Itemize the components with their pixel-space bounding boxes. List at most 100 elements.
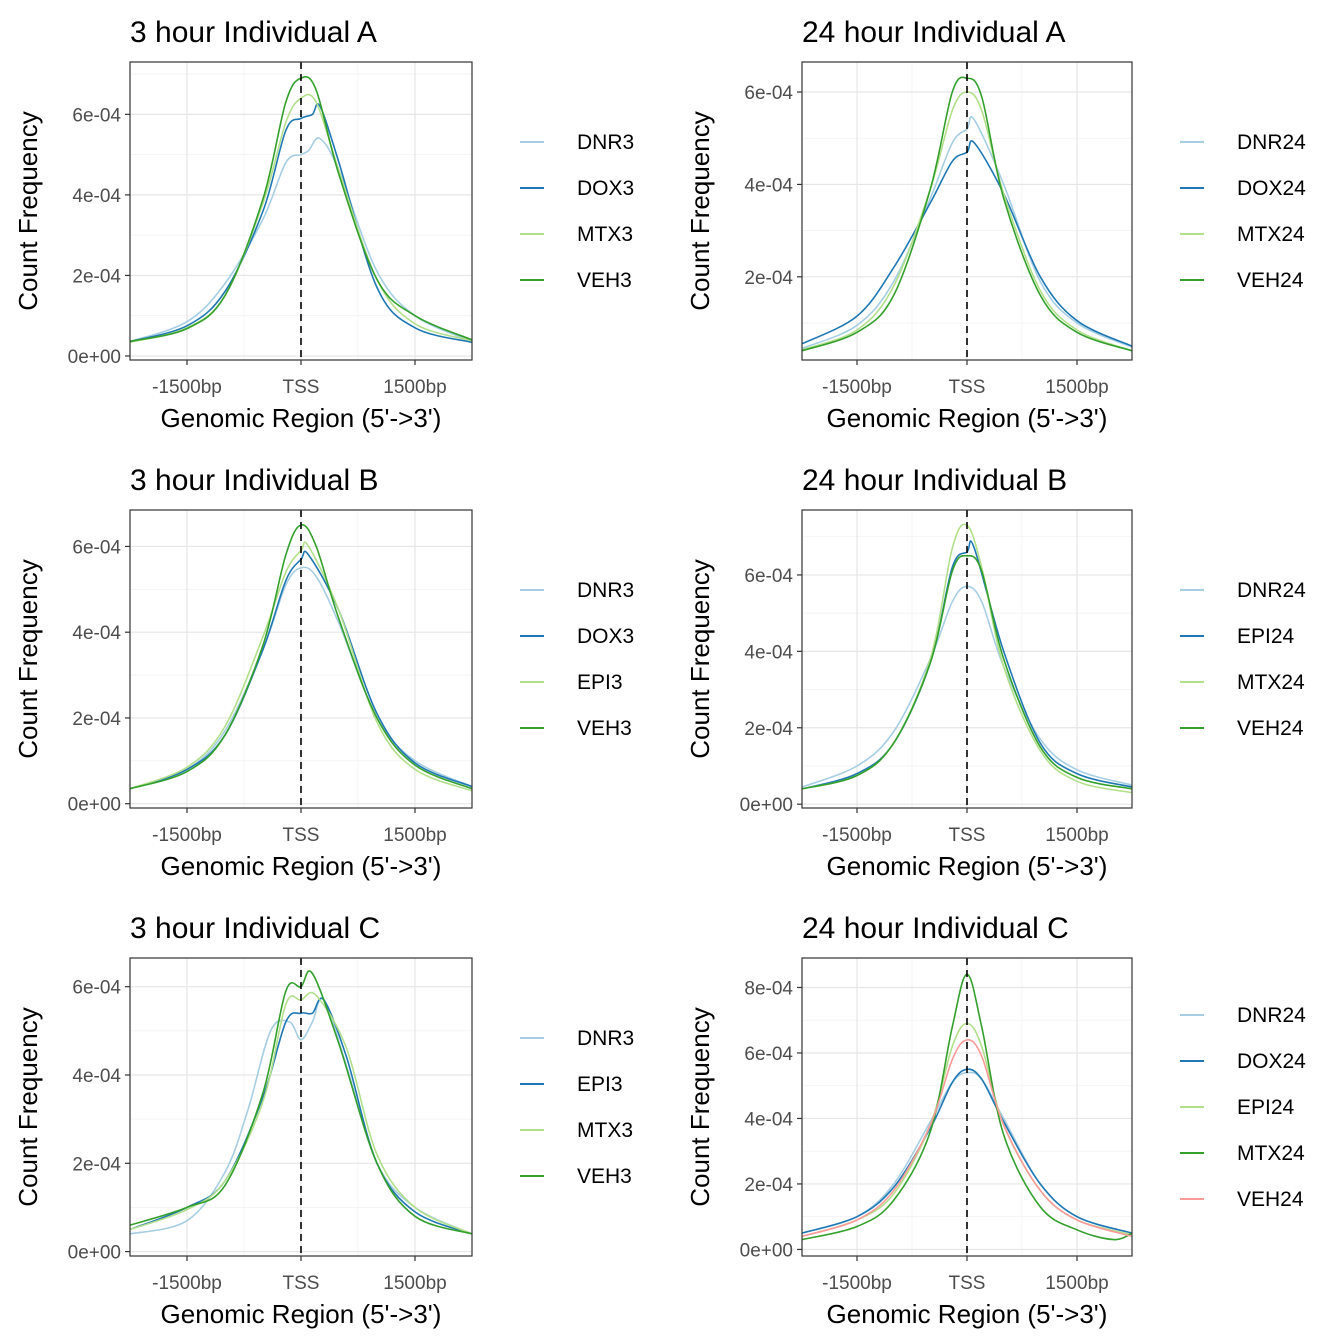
y-tick-label: 0e+00 [68,795,121,816]
x-tick-label: -1500bp [822,377,892,398]
chart-title: 24 hour Individual B [802,464,1067,497]
chart-title: 3 hour Individual A [130,16,377,49]
x-tick-label: -1500bp [822,825,892,846]
legend-label-dnr24: DNR24 [1237,579,1306,602]
x-axis-label: Genomic Region (5'->3') [161,851,442,881]
legend-label-mtx3: MTX3 [577,223,633,246]
legend-label-veh3: VEH3 [577,717,632,740]
legend-label-epi24: EPI24 [1237,625,1295,648]
series-line-veh24 [802,1039,1132,1238]
y-tick-label: 6e-04 [744,566,793,587]
y-tick-label: 2e-04 [72,709,121,730]
x-tick-label: 1500bp [383,1273,446,1294]
x-tick-label: 1500bp [383,377,446,398]
y-axis-label: Count Frequency [685,559,715,758]
chart-panel-4: -1500bp TSS 1500bp 0e+00 2e-04 4e-04 6e-04 24 h… [685,464,1306,881]
legend-label-dnr24: DNR24 [1237,1004,1306,1027]
y-axis-label: Count Frequency [13,111,43,310]
legend-label-epi3: EPI3 [577,671,623,694]
y-tick-label: 4e-04 [744,642,793,663]
legend-label-dox24: DOX24 [1237,177,1306,200]
x-axis-label: Genomic Region (5'->3') [827,851,1108,881]
x-axis-label: Genomic Region (5'->3') [161,403,442,433]
y-tick-label: 2e-04 [744,268,793,289]
legend-label-dox3: DOX3 [577,177,634,200]
chart-panel-5: -1500bp TSS 1500bp 0e+00 2e-04 4e-04 6e-04 3 ho… [13,912,634,1329]
chart-panel-3: -1500bp TSS 1500bp 0e+00 2e-04 4e-04 6e-04 3 ho… [13,464,634,881]
legend-label-veh24: VEH24 [1237,1188,1304,1211]
y-tick-label: 0e+00 [68,1243,121,1264]
chart-panel-1: -1500bp TSS 1500bp 0e+00 2e-04 4e-04 6e-04 3 ho… [13,16,634,433]
x-tick-label: 1500bp [1045,825,1108,846]
legend: DNR3 EPI3 MTX3 VEH3 [520,1027,634,1188]
legend-label-veh3: VEH3 [577,1165,632,1188]
x-tick-label: TSS [949,1273,986,1294]
series-line-dox3 [130,103,472,344]
legend: DNR3 DOX3 EPI3 VEH3 [520,579,634,740]
y-axis-label: Count Frequency [685,111,715,310]
legend-label-mtx3: MTX3 [577,1119,633,1142]
y-tick-label: 4e-04 [744,1109,793,1130]
y-tick-label: 6e-04 [72,978,121,999]
y-tick-label: 0e+00 [740,1240,793,1261]
legend-label-veh24: VEH24 [1237,717,1304,740]
chart-panel-6: -1500bp TSS 1500bp 0e+00 2e-04 4e-04 6e-04 8e-0… [685,912,1306,1329]
x-tick-label: TSS [949,377,986,398]
legend-label-mtx24: MTX24 [1237,1142,1305,1165]
y-tick-label: 2e-04 [72,266,121,287]
y-tick-label: 6e-04 [72,105,121,126]
chart-title: 24 hour Individual A [802,16,1066,49]
legend-label-epi3: EPI3 [577,1073,623,1096]
y-tick-label: 4e-04 [72,1066,121,1087]
chart-title: 3 hour Individual B [130,464,379,497]
legend-label-mtx24: MTX24 [1237,671,1305,694]
x-axis-label: Genomic Region (5'->3') [827,1299,1108,1329]
y-tick-label: 8e-04 [744,978,793,999]
y-tick-label: 4e-04 [72,623,121,644]
legend-label-dnr3: DNR3 [577,579,634,602]
y-tick-label: 6e-04 [744,83,793,104]
x-tick-label: 1500bp [1045,377,1108,398]
legend: DNR24 DOX24 EPI24 MTX24 VEH24 [1180,1004,1306,1211]
y-tick-label: 0e+00 [68,347,121,368]
y-tick-label: 6e-04 [72,537,121,558]
legend-label-epi24: EPI24 [1237,1096,1295,1119]
x-axis-label: Genomic Region (5'->3') [161,1299,442,1329]
y-axis-label: Count Frequency [685,1007,715,1206]
legend-label-dox3: DOX3 [577,625,634,648]
legend: DNR24 DOX24 MTX24 VEH24 [1180,131,1306,292]
x-tick-label: TSS [283,825,320,846]
legend-label-veh3: VEH3 [577,269,632,292]
y-tick-label: 0e+00 [740,795,793,816]
x-tick-label: -1500bp [822,1273,892,1294]
legend-label-dnr3: DNR3 [577,131,634,154]
y-axis-label: Count Frequency [13,1007,43,1206]
x-tick-label: 1500bp [1045,1273,1108,1294]
series-line-mtx24 [802,973,1132,1241]
y-tick-label: 6e-04 [744,1044,793,1065]
legend-label-dox24: DOX24 [1237,1050,1306,1073]
legend-label-dnr3: DNR3 [577,1027,634,1050]
y-axis-label: Count Frequency [13,559,43,758]
legend-label-mtx24: MTX24 [1237,223,1305,246]
legend: DNR24 EPI24 MTX24 VEH24 [1180,579,1306,740]
x-axis-label: Genomic Region (5'->3') [827,403,1108,433]
x-tick-label: TSS [283,377,320,398]
y-tick-label: 2e-04 [72,1154,121,1175]
series-line-veh24 [802,554,1132,790]
series-line-dnr3 [130,137,472,343]
x-tick-label: -1500bp [152,1273,222,1294]
chart-title: 24 hour Individual C [802,912,1069,945]
y-tick-label: 2e-04 [744,719,793,740]
series-group [130,970,472,1235]
y-tick-label: 4e-04 [744,175,793,196]
x-tick-label: TSS [949,825,986,846]
y-tick-label: 2e-04 [744,1175,793,1196]
legend: DNR3 DOX3 MTX3 VEH3 [520,131,634,292]
chart-panel-2: -1500bp TSS 1500bp 2e-04 4e-04 6e-04 24 hour I… [685,16,1306,433]
legend-label-dnr24: DNR24 [1237,131,1306,154]
x-tick-label: -1500bp [152,377,222,398]
x-tick-label: 1500bp [383,825,446,846]
x-tick-label: -1500bp [152,825,222,846]
